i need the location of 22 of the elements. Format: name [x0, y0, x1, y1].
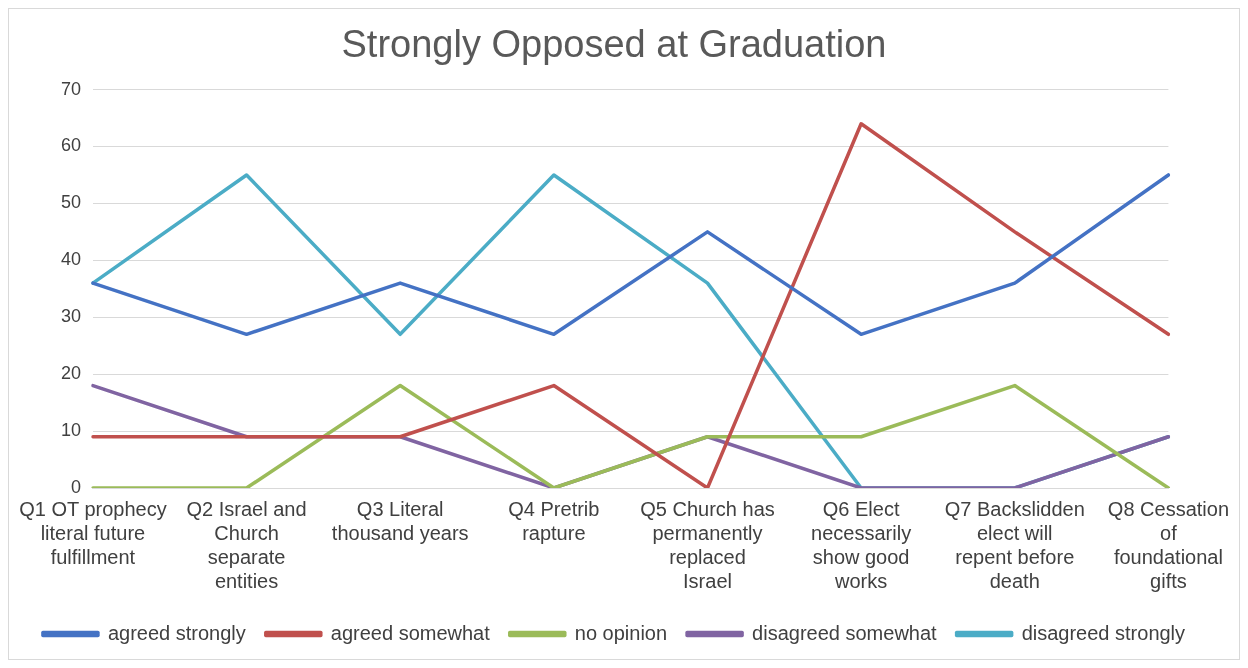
y-tick-label: 0 [70, 476, 81, 497]
x-tick-label: Q8 Cessation of foundational gifts [1107, 497, 1229, 592]
legend-label: agreed strongly [107, 621, 246, 644]
legend-label: disagreed strongly [1021, 621, 1186, 644]
y-tick-label: 10 [60, 420, 81, 441]
x-tick-label: Q6 Elect necessarily show good works [811, 497, 912, 592]
chart-title: Strongly Opposed at Graduation [341, 23, 887, 66]
y-tick-label: 60 [60, 135, 81, 156]
x-tick-label: Q2 Israel and Church separate entities [186, 497, 307, 592]
x-tick-label: Q3 Literal thousand years [331, 497, 469, 544]
legend-label: agreed somewhat [330, 621, 491, 644]
x-tick-label: Q7 Backslidden elect will repent before death [944, 497, 1085, 592]
legend-label: no opinion [574, 621, 668, 644]
y-tick-label: 70 [60, 78, 81, 99]
y-tick-label: 40 [60, 249, 81, 270]
x-tick-label: Q4 Pretrib rapture [508, 497, 600, 544]
x-tick-label: Q1 OT prophecy literal future fulfillment [19, 497, 167, 568]
x-tick-label: Q5 Church has permanently replaced Israel [640, 497, 775, 592]
y-tick-label: 30 [60, 306, 81, 327]
legend-label: disagreed somewhat [752, 621, 938, 644]
y-tick-label: 20 [60, 363, 81, 384]
y-tick-label: 50 [60, 192, 81, 213]
